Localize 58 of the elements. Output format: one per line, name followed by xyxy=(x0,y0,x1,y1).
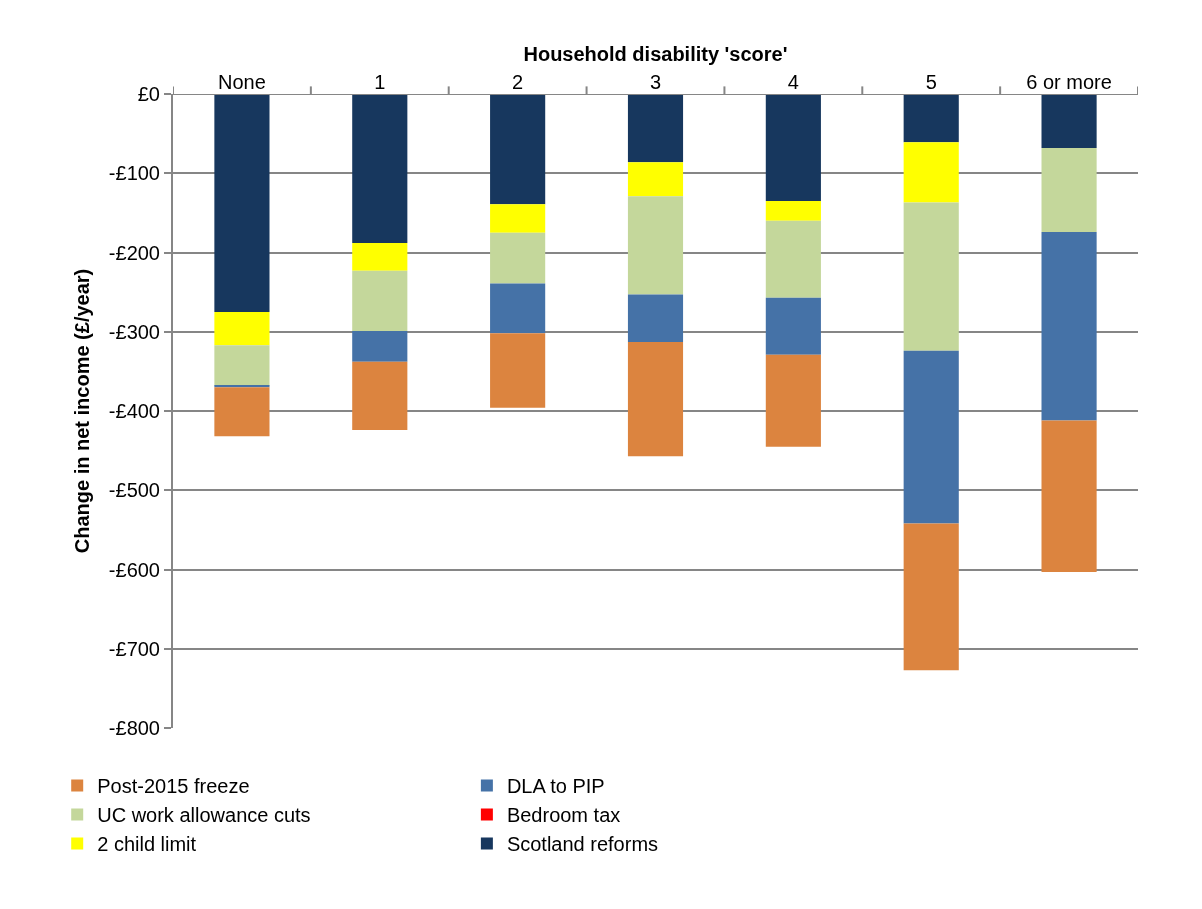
legend-label: UC work allowance cuts xyxy=(97,804,311,827)
bar xyxy=(352,330,408,362)
bar xyxy=(214,345,270,386)
bar xyxy=(352,270,408,331)
bar xyxy=(490,232,546,284)
y-tick-label: -£300 xyxy=(108,320,160,343)
x-tick-label: 4 xyxy=(787,71,799,93)
y-tick-label: -£800 xyxy=(108,717,160,739)
x-tick-label: 5 xyxy=(925,71,937,93)
bar xyxy=(903,523,959,671)
y-tick-label: -£600 xyxy=(108,558,160,581)
bar xyxy=(903,94,959,143)
bar xyxy=(352,361,408,431)
bar xyxy=(490,333,546,408)
x-axis-title: Household disability 'score' xyxy=(523,42,788,65)
bar xyxy=(765,297,821,355)
bar xyxy=(214,94,270,312)
bar xyxy=(490,94,546,205)
x-tick-label: 2 xyxy=(512,71,524,93)
legend-label: Scotland reforms xyxy=(506,833,659,856)
bar xyxy=(214,385,270,388)
bar xyxy=(903,202,959,351)
bar xyxy=(765,354,821,447)
bar xyxy=(627,294,684,343)
y-tick-label: -£500 xyxy=(108,479,160,502)
bar xyxy=(903,350,959,524)
legend-label: Post-2015 freeze xyxy=(97,775,250,798)
bar xyxy=(1041,420,1097,572)
bar xyxy=(765,220,821,298)
bar xyxy=(903,142,959,203)
legend-label: 2 child limit xyxy=(97,833,197,856)
bar xyxy=(1041,147,1097,232)
bar xyxy=(214,311,270,346)
bar xyxy=(627,342,684,457)
y-tick-label: -£700 xyxy=(108,637,160,660)
bar xyxy=(352,242,408,271)
legend-label: Bedroom tax xyxy=(506,804,621,827)
bar xyxy=(765,94,821,201)
bar xyxy=(352,94,408,243)
y-tick-label: £0 xyxy=(137,83,160,105)
legend-label: DLA to PIP xyxy=(506,775,605,798)
x-tick-label: 1 xyxy=(374,71,386,93)
y-tick-label: -£100 xyxy=(108,162,160,185)
x-tick-label: 3 xyxy=(649,71,662,93)
bar xyxy=(1041,94,1097,148)
x-tick-label: 6 or more xyxy=(1026,71,1112,93)
bar xyxy=(765,200,821,221)
y-tick-label: -£200 xyxy=(108,241,160,264)
bar xyxy=(1041,231,1097,421)
bar xyxy=(627,162,684,197)
y-tick-label: -£400 xyxy=(108,400,160,422)
y-axis-title: Change in net income (£/year) xyxy=(70,268,93,554)
bar xyxy=(627,94,684,163)
bar xyxy=(627,196,684,295)
bar xyxy=(214,387,270,437)
bar xyxy=(490,204,546,233)
x-tick-label: None xyxy=(218,71,266,93)
bar xyxy=(490,283,546,334)
